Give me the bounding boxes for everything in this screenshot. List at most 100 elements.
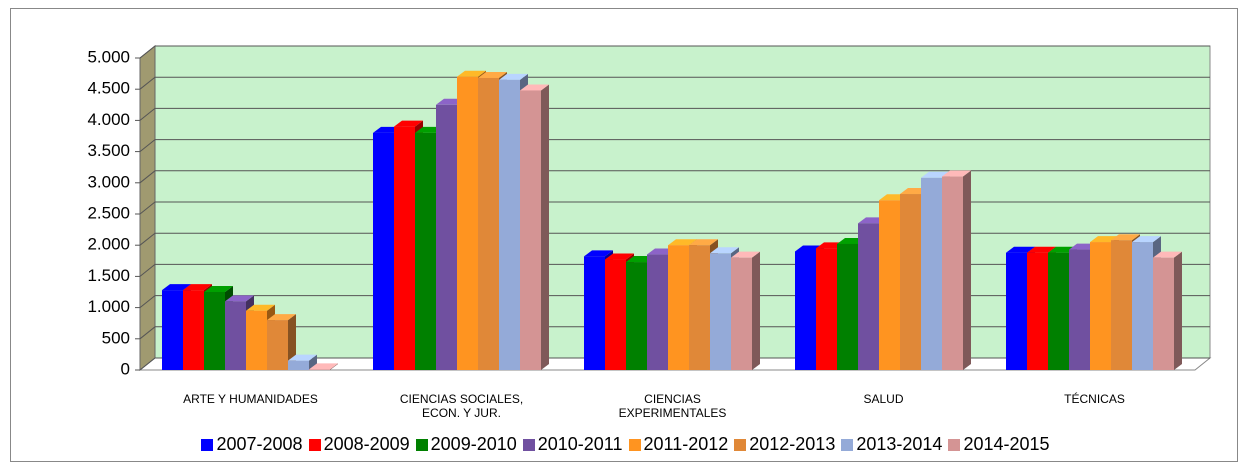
- legend: 2007-2008 2008-2009 2009-2010 2010-2011 2011…: [0, 434, 1251, 455]
- bar: [1132, 242, 1153, 370]
- legend-label: 2007-2008: [216, 434, 303, 454]
- grid-line: [139, 45, 1210, 59]
- bar: [1153, 257, 1174, 370]
- bar: [499, 79, 520, 370]
- y-tick-label: 0: [121, 359, 130, 378]
- bar-top: [1006, 246, 1035, 253]
- bar: [689, 245, 710, 370]
- bar-top: [668, 239, 697, 246]
- bar: [1048, 252, 1069, 370]
- legend-label: 2011-2012: [643, 434, 729, 454]
- grid-line: [139, 139, 1210, 152]
- y-tick-label: 5.000: [87, 47, 130, 66]
- x-tick-label: CIENCIAS SOCIALES, ECON. Y JUR.: [399, 392, 524, 420]
- bar-top: [605, 253, 634, 260]
- bar: [900, 194, 921, 370]
- bar-top: [520, 84, 549, 91]
- y-tick-label: 3.500: [87, 141, 130, 160]
- grid-line: [139, 76, 1210, 90]
- bar-top: [162, 284, 191, 291]
- bar: [162, 290, 183, 370]
- y-tick-label: 4.000: [87, 110, 130, 129]
- y-tick-label: 4.500: [87, 79, 130, 98]
- bar: [1069, 249, 1090, 370]
- legend-item: 2011-2012: [628, 434, 729, 455]
- x-tick-label: SALUD: [863, 392, 904, 406]
- grid-line: [139, 201, 1210, 215]
- bar-top: [478, 71, 507, 78]
- legend-swatch: [522, 438, 535, 451]
- bar-top: [942, 170, 971, 177]
- legend-swatch: [628, 438, 641, 451]
- bar-side: [288, 314, 296, 370]
- legend-item: 2008-2009: [308, 434, 410, 455]
- x-tick-label: TÉCNICAS: [1064, 392, 1125, 406]
- bar: [1006, 252, 1027, 370]
- bar: [288, 360, 309, 370]
- bar: [1027, 252, 1048, 370]
- bar-side: [1174, 251, 1182, 370]
- bar-top: [288, 354, 317, 361]
- bar: [457, 76, 478, 370]
- bar: [520, 90, 541, 370]
- bar-top: [689, 239, 718, 246]
- bar: [1090, 242, 1111, 370]
- bar: [942, 176, 963, 370]
- bar: [668, 245, 689, 370]
- bar: [837, 243, 858, 370]
- bar: [183, 290, 204, 370]
- y-tick-label: 500: [102, 328, 130, 347]
- chart-frame: [10, 8, 1238, 462]
- bar: [647, 254, 668, 370]
- legend-label: 2008-2009: [323, 434, 410, 454]
- bar-top: [710, 247, 739, 254]
- bar: [309, 369, 330, 370]
- bar-top: [499, 73, 528, 80]
- bar: [858, 223, 879, 370]
- bar-top: [204, 286, 233, 292]
- bar: [246, 310, 267, 370]
- bar: [605, 259, 626, 370]
- bar-top: [225, 295, 254, 302]
- legend-label: 2010-2011: [537, 434, 623, 454]
- bar: [478, 77, 499, 370]
- bar-top: [731, 251, 760, 258]
- bar-top: [246, 304, 275, 311]
- legend-item: 2013-2014: [841, 434, 942, 455]
- bar-top: [1111, 234, 1140, 241]
- legend-swatch: [841, 438, 854, 451]
- legend-swatch: [415, 438, 428, 451]
- bar: [436, 104, 457, 371]
- bar-top: [1153, 251, 1182, 258]
- bar: [710, 253, 731, 370]
- bar-side: [963, 170, 971, 370]
- legend-item: 2012-2013: [734, 434, 835, 455]
- bar: [626, 262, 647, 370]
- legend-item: 2007-2008: [201, 434, 303, 455]
- bar: [731, 257, 752, 370]
- bar: [795, 251, 816, 370]
- legend-item: 2010-2011: [522, 434, 623, 455]
- y-tick-label: 2.500: [87, 203, 130, 222]
- bar-side: [752, 251, 760, 370]
- bar: [584, 256, 605, 370]
- grid-line: [139, 107, 1210, 121]
- legend-item: 2014-2015: [948, 434, 1050, 455]
- bar: [879, 200, 900, 370]
- y-tick-label: 2.000: [87, 235, 130, 254]
- y-tick-label: 1.500: [87, 266, 130, 285]
- bar-top: [394, 120, 423, 127]
- bar: [373, 132, 394, 370]
- bar: [204, 292, 225, 370]
- legend-label: 2014-2015: [963, 434, 1050, 454]
- legend-label: 2009-2010: [430, 434, 517, 454]
- legend-swatch: [201, 438, 214, 451]
- bar-top: [267, 314, 296, 321]
- bar: [415, 132, 436, 370]
- bar-top: [309, 363, 338, 370]
- bar-top: [1132, 236, 1161, 243]
- bar-side: [541, 84, 549, 370]
- legend-label: 2012-2013: [749, 434, 836, 454]
